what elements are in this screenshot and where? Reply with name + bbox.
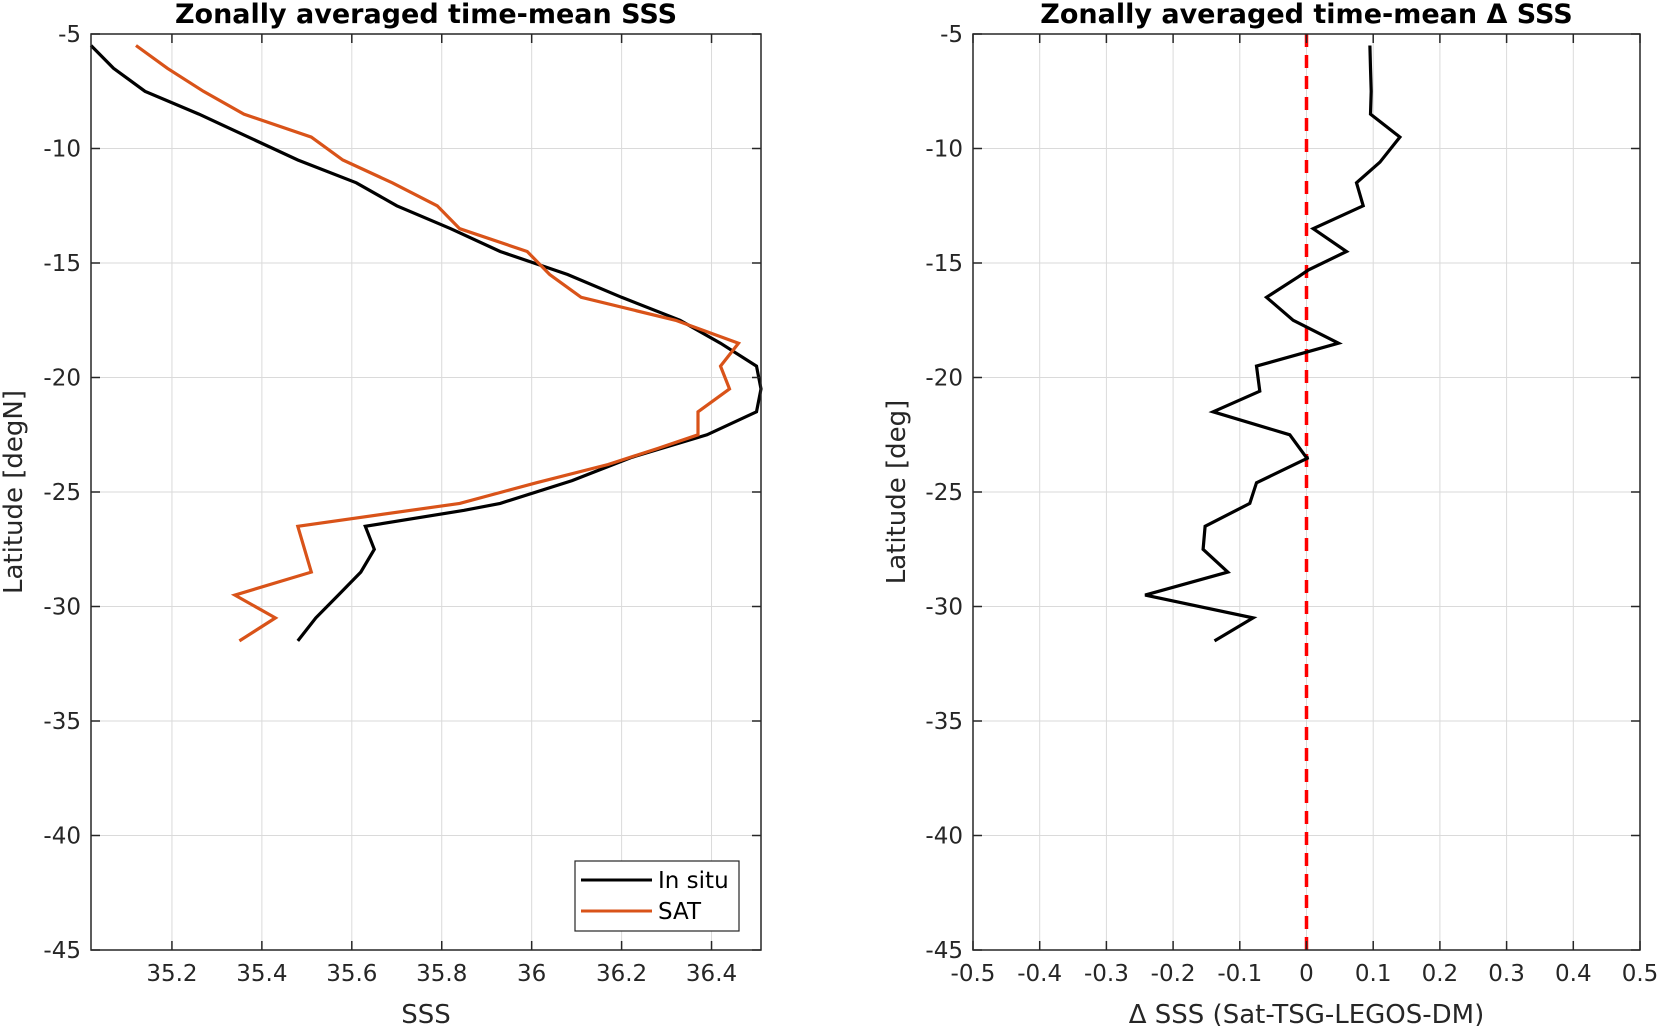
series-line-sat: [135, 44, 742, 643]
y-tick-label: -30: [925, 595, 963, 621]
x-tick-label: 36: [517, 961, 546, 987]
right-panel: -0.5 -0.4 -0.3 -0.2 -0.1 0 0.1 0.2 0.3 0.4 0.5 -45…: [882, 0, 1659, 1030]
right-chart-title: Zonally averaged time-mean Δ SSS: [1040, 0, 1572, 30]
left-panel: 35.2 35.4 35.6 35.8 36 36.2 36.4 -45-40-35-30-…: [0, 0, 763, 1030]
y-tick-label: -20: [925, 366, 963, 392]
y-tick-label: -25: [43, 480, 81, 506]
right-x-axis-label: Δ SSS (Sat-TSG-LEGOS-DM): [1129, 1000, 1485, 1026]
legend: In situ SAT: [574, 860, 740, 932]
left-y-ticks: -45 -40 -35 -30 -25 -20 -15 -10 -5: [43, 22, 761, 964]
right-x-ticks: -0.5 -0.4 -0.3 -0.2 -0.1 0 0.1 0.2 0.3 0.4 0.5: [951, 34, 1659, 987]
y-tick-label: -35: [43, 709, 81, 735]
x-tick-label: 36.2: [596, 961, 647, 987]
y-tick-label: -5: [58, 22, 81, 48]
y-tick-label: -15: [925, 251, 963, 277]
x-tick-label: 35.6: [326, 961, 377, 987]
x-tick-label: 35.4: [236, 961, 287, 987]
left-y-axis-label: Latitude [degN]: [0, 390, 29, 594]
x-tick-label: 0: [1299, 961, 1314, 987]
x-tick-label: 0.2: [1422, 961, 1459, 987]
y-tick-label: -45: [925, 938, 963, 964]
series-line-delta-sss: [1144, 45, 1403, 643]
y-tick-label: -20: [43, 366, 81, 392]
x-tick-label: 0.1: [1355, 961, 1392, 987]
x-tick-label: 35.2: [146, 961, 197, 987]
left-x-ticks: 35.2 35.4 35.6 35.8 36 36.2 36.4: [146, 34, 737, 987]
y-tick-label: -10: [925, 137, 963, 163]
x-tick-label: -0.1: [1217, 961, 1262, 987]
series-line-in-situ: [89, 44, 763, 642]
right-y-ticks: -45 -40 -35 -30 -25 -20 -15 -10 -5: [925, 22, 1640, 964]
x-tick-label: -0.3: [1084, 961, 1129, 987]
y-tick-label: -5: [940, 22, 963, 48]
y-tick-label: -40: [925, 824, 963, 850]
y-tick-label: -35: [925, 709, 963, 735]
x-tick-label: -0.4: [1017, 961, 1062, 987]
y-tick-label: -40: [43, 824, 81, 850]
y-tick-label: -30: [43, 595, 81, 621]
left-grid: [91, 33, 761, 951]
x-tick-label: -0.2: [1151, 961, 1196, 987]
left-series: [89, 44, 763, 643]
x-tick-label: 0.3: [1488, 961, 1525, 987]
legend-box: [574, 860, 740, 932]
right-y-axis-label: Latitude [deg]: [882, 400, 912, 585]
x-tick-label: 0.5: [1622, 961, 1659, 987]
legend-label-in-situ: In situ: [658, 868, 729, 894]
y-tick-label: -10: [43, 137, 81, 163]
x-tick-label: -0.5: [951, 961, 996, 987]
legend-label-sat: SAT: [658, 899, 702, 925]
left-x-axis-label: SSS: [401, 1000, 451, 1026]
y-tick-label: -45: [43, 938, 81, 964]
y-tick-label: -15: [43, 251, 81, 277]
right-series: [1144, 45, 1403, 643]
y-tick-label: -25: [925, 480, 963, 506]
left-chart-title: Zonally averaged time-mean SSS: [175, 0, 677, 30]
x-tick-label: 36.4: [686, 961, 737, 987]
x-tick-label: 0.4: [1555, 961, 1592, 987]
x-tick-label: 35.8: [416, 961, 467, 987]
